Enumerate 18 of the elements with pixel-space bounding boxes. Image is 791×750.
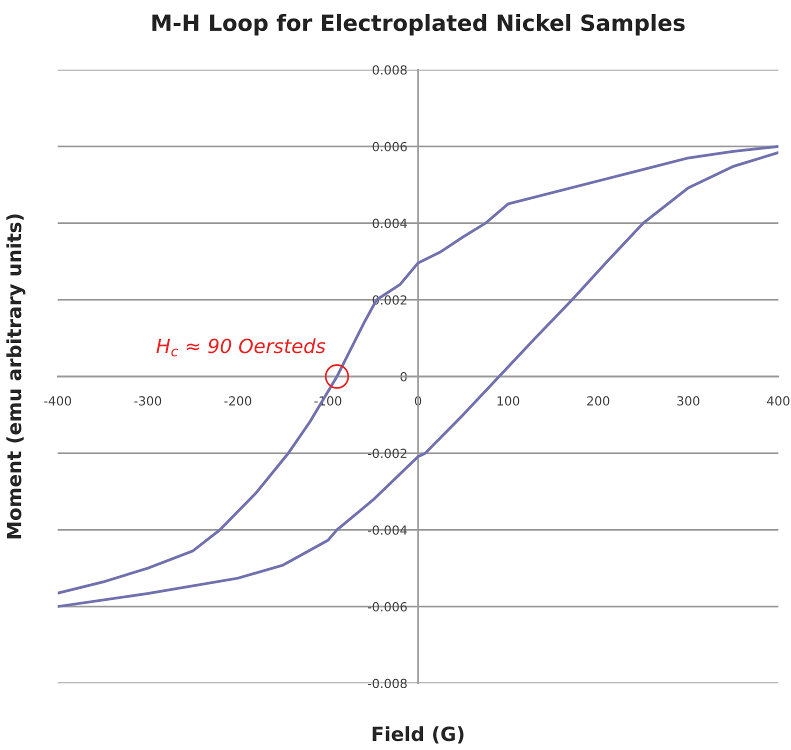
y-tick-label: 0.006 [372, 142, 407, 152]
y-axis-title: Moment (emu arbitrary units) [6, 214, 26, 538]
chart-title: M-H Loop for Electroplated Nickel Samples [152, 14, 685, 36]
x-tick-label: 400 [767, 396, 790, 406]
x-tick-label: -200 [224, 396, 252, 406]
x-tick-label: 100 [498, 396, 520, 406]
y-tick-label: -0.008 [368, 678, 407, 688]
x-tick-label: -400 [44, 396, 72, 406]
y-tick-label: 0.004 [372, 218, 407, 228]
y-tick-label: -0.004 [368, 525, 407, 535]
y-tick-label: -0.002 [368, 448, 406, 458]
y-tick-label: 0.008 [372, 65, 407, 75]
annotation: H$_{c}$ ≈ 90 Oersteds [156, 338, 326, 356]
x-tick-label: -300 [134, 396, 162, 406]
x-tick-label: 200 [587, 396, 610, 406]
x-tick-label: 300 [677, 396, 700, 406]
y-tick-label: -0.006 [368, 602, 407, 612]
x-axis-title: Field (G) [372, 726, 464, 744]
